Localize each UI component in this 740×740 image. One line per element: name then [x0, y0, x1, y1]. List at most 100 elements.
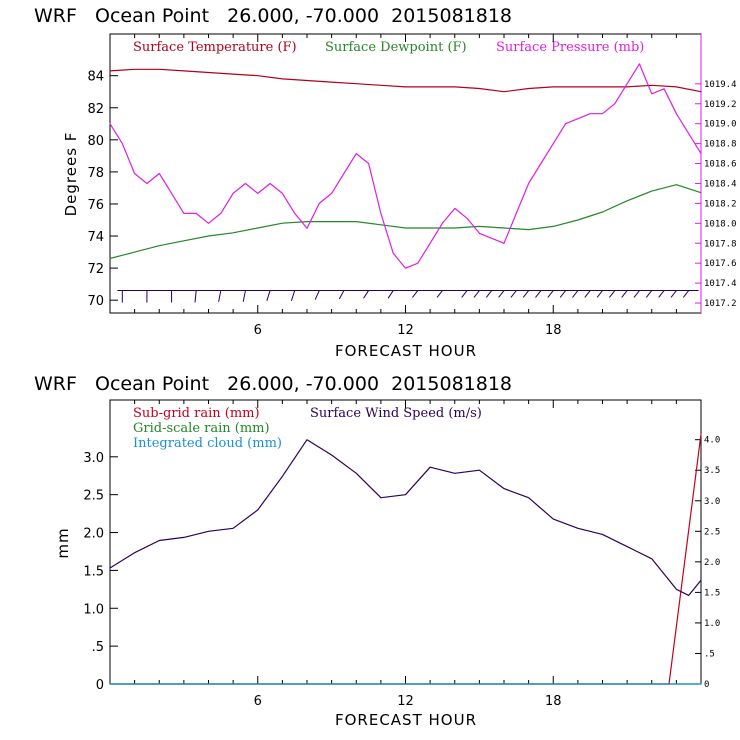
y-tick-label: 70	[87, 294, 104, 309]
x-tick-label: 6	[254, 694, 262, 709]
wind-barb	[645, 290, 653, 298]
y-axis-label: Degrees F	[62, 132, 80, 217]
wind-barb	[596, 290, 603, 298]
series-lines	[109, 63, 702, 269]
y2-tick-label: 1018.0	[704, 219, 737, 229]
y2-tick-labels: 1017.2 1017.4 1017.6 1017.8 1018.0 1018.2 1018…	[704, 80, 737, 309]
y2-tick-label: 3.0	[704, 497, 720, 507]
wind-barb	[363, 290, 369, 299]
temperature-line	[109, 68, 702, 93]
x-tick-labels: 6 12 18	[254, 694, 562, 709]
y-tick-label: 0	[96, 678, 104, 693]
legend: Surface Temperature (F) Surface Dewpoint…	[133, 40, 644, 55]
x-axis-label: FORECAST HOUR	[335, 711, 477, 729]
wind-barb	[510, 290, 517, 298]
y-tick-label: 82	[87, 102, 104, 117]
y-tick-label: 2.5	[83, 489, 104, 504]
y-tick-label: 1.5	[83, 564, 104, 579]
wind-barb	[522, 290, 530, 298]
y2-tick-label: 3.5	[704, 466, 720, 476]
y2-tick-label: 1.5	[704, 588, 720, 598]
y-tick-labels: 70 72 74 76 78 80 82 84	[87, 70, 104, 309]
dewpoint-line	[109, 184, 702, 260]
wind-speed-line	[109, 439, 702, 597]
wind-barb	[670, 290, 677, 298]
series-lines	[109, 433, 702, 685]
wind-barbs	[117, 290, 699, 303]
legend-gridscale-rain: Grid-scale rain (mm)	[133, 421, 270, 436]
x-axis-label: FORECAST HOUR	[335, 342, 477, 360]
wind-barb	[387, 290, 394, 299]
wind-barb	[535, 290, 542, 298]
temperature-chart: WRF Ocean Point 26.000, -70.000 20150818…	[34, 5, 737, 360]
y-tick-label: 3.0	[83, 451, 104, 466]
legend-subgrid-rain: Sub-grid rain (mm)	[133, 406, 260, 421]
wind-barb	[559, 290, 566, 298]
wind-barb	[218, 290, 222, 302]
wind-barb	[473, 290, 480, 298]
tick-marks	[110, 34, 701, 313]
y-tick-label: 1.0	[83, 602, 104, 617]
y-tick-label: 80	[87, 134, 104, 149]
y2-tick-label: 1018.6	[704, 160, 737, 170]
y2-tick-label: 1018.2	[704, 199, 737, 209]
wind-barb	[621, 290, 628, 298]
y2-tick-label: 4.0	[704, 436, 720, 446]
plot-frame	[109, 33, 702, 314]
y-tick-label: .5	[92, 640, 104, 655]
wind-barb	[266, 290, 271, 302]
wind-barb	[658, 290, 665, 298]
y-tick-labels: 0 .5 1.0 1.5 2.0 2.5 3.0	[83, 451, 104, 693]
y2-tick-label: 2.0	[704, 558, 720, 568]
legend-dewpoint: Surface Dewpoint (F)	[325, 40, 467, 55]
x-tick-label: 6	[254, 323, 262, 338]
chart-title: WRF Ocean Point 26.000, -70.000 20150818…	[34, 373, 512, 395]
y2-tick-label: 1017.2	[704, 299, 737, 309]
y2-tick-label: .5	[704, 649, 715, 659]
y2-tick-label: 1017.6	[704, 259, 737, 269]
legend-pressure: Surface Pressure (mb)	[496, 40, 644, 55]
precipitation-wind-chart: WRF Ocean Point 26.000, -70.000 20150818…	[34, 373, 720, 729]
y2-tick-label: 1018.8	[704, 140, 737, 150]
wind-barb	[242, 290, 246, 302]
wind-barb	[338, 290, 345, 300]
x-tick-label: 12	[397, 694, 414, 709]
wind-barb	[584, 290, 591, 298]
y-axis-label: mm	[54, 527, 72, 558]
y2-tick-label: 1018.4	[704, 179, 737, 189]
pressure-line	[109, 63, 702, 269]
legend-wind-speed: Surface Wind Speed (m/s)	[310, 406, 482, 421]
y-tick-label: 72	[87, 262, 104, 277]
legend-integrated-cloud: Integrated cloud (mm)	[133, 436, 282, 451]
wind-barb	[412, 290, 419, 298]
y2-tick-label: 1017.4	[704, 279, 737, 289]
wind-barb	[436, 290, 443, 298]
y2-tick-label: 1017.8	[704, 239, 737, 249]
y2-tick-label: 1019.0	[704, 120, 737, 130]
wind-barb	[461, 290, 468, 298]
subgrid-rain-line	[109, 433, 702, 685]
y-tick-label: 78	[87, 166, 104, 181]
wind-barb	[314, 290, 320, 300]
y2-tick-label: 1019.4	[704, 80, 737, 90]
y2-tick-label: 1.0	[704, 619, 720, 629]
y2-tick-label: 1019.2	[704, 100, 737, 110]
wind-barb	[572, 290, 579, 298]
y2-tick-label: 2.5	[704, 527, 720, 537]
legend: Sub-grid rain (mm) Grid-scale rain (mm) …	[133, 406, 482, 451]
wind-barb	[547, 290, 554, 298]
y-tick-label: 76	[87, 198, 104, 213]
y2-tick-label: 0	[704, 680, 709, 690]
y-tick-label: 74	[87, 230, 104, 245]
x-tick-labels: 6 12 18	[254, 323, 562, 338]
x-tick-label: 12	[397, 323, 414, 338]
y2-tick-labels: 0 .5 1.0 1.5 2.0 2.5 3.0 3.5 4.0	[704, 436, 720, 690]
chart-title: WRF Ocean Point 26.000, -70.000 20150818…	[34, 5, 512, 27]
x-tick-label: 18	[545, 694, 562, 709]
wind-barb	[633, 290, 640, 298]
y-tick-label: 2.0	[83, 527, 104, 542]
y-tick-label: 84	[87, 70, 104, 85]
wind-barb	[485, 290, 493, 298]
x-tick-label: 18	[545, 323, 562, 338]
